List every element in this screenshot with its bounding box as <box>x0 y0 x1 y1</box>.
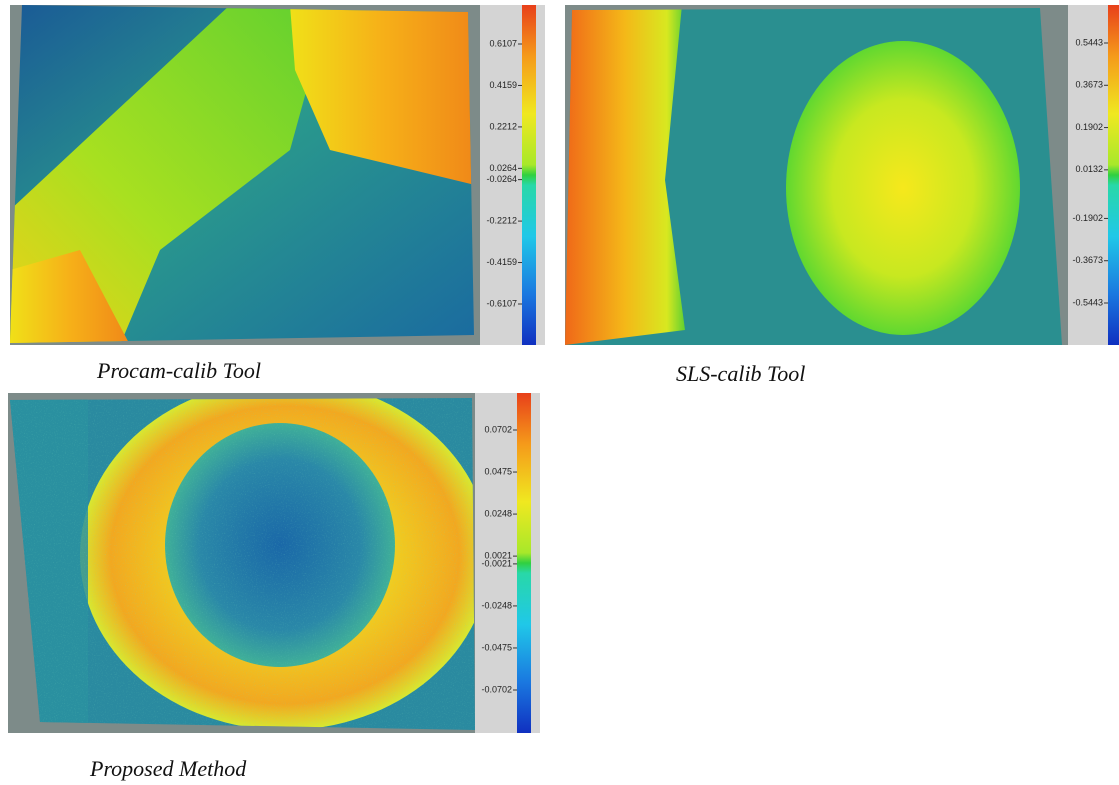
tick-label: -0.6107 <box>486 298 517 308</box>
tick-label: -0.5443 <box>1072 297 1103 307</box>
tick-label: 0.0248 <box>484 508 512 518</box>
tick-label: 0.0702 <box>484 424 512 434</box>
tick-label: 0.6107 <box>489 38 517 48</box>
tick-label: -0.0248 <box>481 600 512 610</box>
tick-label: 0.2212 <box>489 121 517 131</box>
error-map <box>565 5 1068 345</box>
tick-label: -0.0475 <box>481 642 512 652</box>
colorbar: 0.6107 0.4159 0.2212 0.0264-0.0264 -0.2212 -0… <box>480 5 545 345</box>
colorbar: 0.5443 0.3673 0.1902 0.0132 -0.1902 -0.3673 -0… <box>1068 5 1119 345</box>
tick-label: 0.1902 <box>1075 122 1103 132</box>
colorbar-strip <box>522 5 536 345</box>
tick-label: -0.3673 <box>1072 255 1103 265</box>
caption: Proposed Method <box>89 756 247 781</box>
error-map <box>8 393 475 733</box>
error-map <box>10 5 480 345</box>
caption: Procam-calib Tool <box>96 358 261 383</box>
tick-label: -0.0264 <box>486 174 517 184</box>
tick-label: 0.0132 <box>1075 164 1103 174</box>
tick-label: 0.4159 <box>489 80 517 90</box>
tick-label: -0.0702 <box>481 684 512 694</box>
tick-label: 0.3673 <box>1075 80 1103 90</box>
tick-label: -0.2212 <box>486 215 517 225</box>
tick-label: -0.0021 <box>481 558 512 568</box>
colorbar: 0.0702 0.0475 0.0248 0.0021-0.0021 -0.0248 -0… <box>475 393 540 733</box>
tick-label: 0.0021 <box>484 550 512 560</box>
colorbar-strip <box>517 393 531 733</box>
colorbar-strip <box>1108 5 1119 345</box>
caption: SLS-calib Tool <box>676 361 805 386</box>
tick-label: 0.0264 <box>489 163 517 173</box>
tick-label: -0.1902 <box>1072 213 1103 223</box>
tick-label: 0.0475 <box>484 466 512 476</box>
tick-label: 0.5443 <box>1075 37 1103 47</box>
tick-label: -0.4159 <box>486 257 517 267</box>
